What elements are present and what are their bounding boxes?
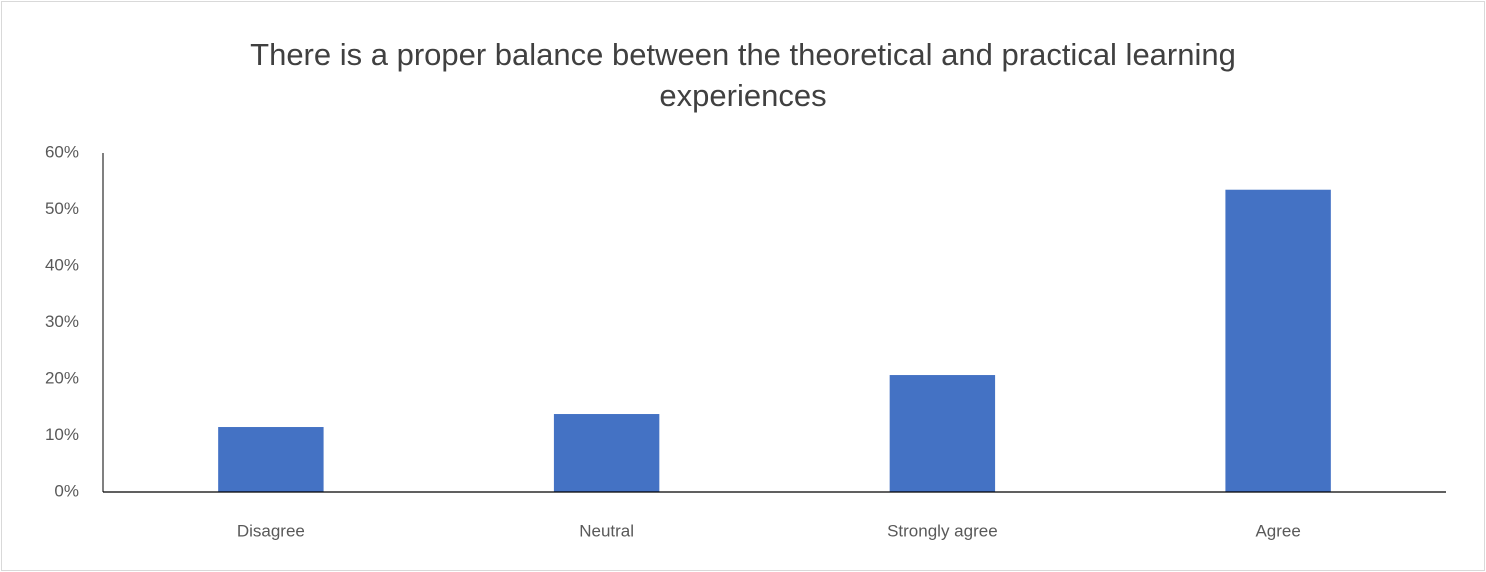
- x-tick-label: Neutral: [579, 521, 634, 540]
- bar: [218, 427, 324, 492]
- x-tick-label: Disagree: [237, 521, 305, 540]
- x-tick-label: Strongly agree: [887, 521, 998, 540]
- y-tick-label: 30%: [45, 312, 79, 331]
- bar: [1225, 189, 1331, 492]
- bar: [553, 414, 660, 492]
- chart-title: There is a proper balance between the th…: [250, 37, 1236, 113]
- y-tick-label: 0%: [54, 481, 79, 500]
- x-tick-label: Agree: [1255, 521, 1300, 540]
- y-tick-label: 40%: [45, 255, 79, 274]
- y-tick-label: 60%: [45, 142, 79, 161]
- bar: [889, 375, 996, 492]
- y-tick-label: 20%: [45, 368, 79, 387]
- y-tick-label: 50%: [45, 199, 79, 218]
- y-tick-label: 10%: [45, 425, 79, 444]
